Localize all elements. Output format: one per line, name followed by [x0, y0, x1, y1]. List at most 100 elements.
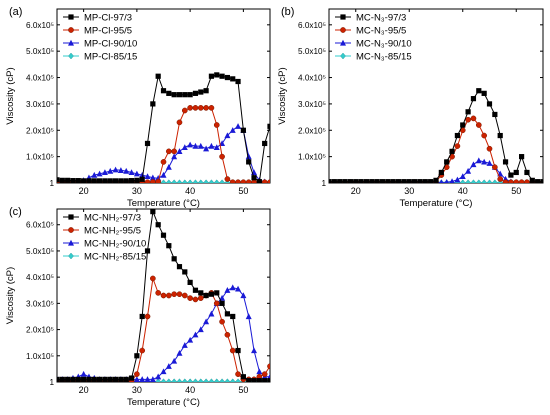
x-tick-label: 30	[404, 186, 414, 196]
data-point	[91, 178, 97, 183]
data-point	[171, 179, 178, 183]
data-point	[203, 292, 209, 299]
data-point	[267, 123, 270, 129]
data-point	[176, 119, 183, 126]
data-point	[107, 167, 114, 174]
data-point	[176, 179, 183, 183]
data-point	[439, 179, 444, 183]
data-point	[331, 179, 337, 183]
data-point	[245, 313, 252, 320]
data-point	[165, 378, 172, 382]
x-tick-label: 30	[132, 385, 142, 395]
data-point	[492, 164, 498, 171]
data-point	[91, 171, 98, 178]
data-point	[245, 153, 252, 160]
data-point	[508, 179, 514, 183]
data-point	[128, 375, 135, 381]
series-line-1	[329, 90, 543, 183]
data-point	[123, 376, 129, 382]
data-point	[192, 105, 199, 111]
chart-panel-c: (c) 1 1.0x10⁵ 2.0x10⁵ 3.0x10⁵ 4.0x10⁵ 5.0x10⁵ 6…	[5, 206, 271, 408]
data-point	[465, 167, 472, 174]
data-point	[337, 179, 343, 183]
data-point	[224, 176, 231, 182]
data-point	[171, 256, 177, 262]
data-point	[187, 378, 193, 382]
data-point	[267, 179, 270, 183]
data-point	[524, 169, 530, 176]
data-point	[80, 370, 87, 377]
data-point	[176, 291, 183, 298]
data-point	[213, 179, 220, 183]
data-point	[123, 167, 130, 174]
legend-entry: MC-N₃-95/5	[356, 26, 406, 37]
y-tick-label: 1	[321, 179, 326, 188]
data-point	[107, 376, 113, 382]
data-point	[182, 269, 188, 275]
data-point	[251, 175, 257, 181]
y-tick-label: 1.0x10⁵	[26, 153, 54, 162]
data-point	[70, 178, 76, 183]
data-point	[192, 378, 199, 382]
data-point	[197, 295, 204, 301]
data-point	[197, 378, 204, 382]
data-point	[524, 179, 530, 183]
data-point	[139, 313, 145, 320]
data-point	[475, 157, 482, 164]
data-point	[208, 310, 215, 317]
data-point	[160, 179, 167, 183]
legend-marker	[340, 39, 346, 46]
data-point	[235, 371, 241, 377]
data-point	[251, 179, 257, 183]
data-point	[230, 313, 236, 320]
legend-marker	[68, 39, 74, 46]
data-point	[117, 167, 124, 173]
y-axis-label: Viscosity (cP)	[5, 67, 16, 124]
data-point	[229, 347, 236, 354]
data-point	[240, 127, 246, 133]
data-point	[203, 88, 209, 94]
chart-panel-b: (b) 1 1.0x10⁵ 2.0x10⁵ 3.0x10⁵ 4.0x10⁵ 5.0x10⁵ 6…	[277, 6, 544, 209]
data-point	[181, 342, 188, 348]
data-point	[235, 347, 241, 354]
data-point	[470, 96, 477, 102]
data-point	[192, 179, 199, 183]
legend-entry: MC-N₃-97/3	[356, 13, 406, 24]
data-point	[519, 154, 525, 160]
data-point	[133, 376, 140, 382]
data-point	[150, 101, 156, 107]
data-point	[144, 140, 151, 147]
data-point	[235, 123, 242, 129]
data-point	[118, 376, 124, 382]
data-point	[417, 179, 423, 183]
data-point	[454, 143, 461, 149]
data-point	[508, 172, 514, 178]
data-point	[502, 179, 509, 183]
data-point	[470, 161, 477, 168]
data-point	[433, 177, 439, 183]
y-tick-label: 6.0x10⁵	[298, 21, 326, 30]
data-point	[502, 159, 509, 165]
data-point	[256, 368, 263, 375]
data-point	[529, 177, 535, 183]
data-point	[374, 179, 380, 183]
data-point	[214, 72, 220, 78]
legend-marker	[68, 227, 74, 233]
chart-panel-a: (a) 1 1.0x10⁵ 2.0x10⁵ 3.0x10⁵ 4.0x10⁵ 5.0x10⁵ 6…	[5, 6, 271, 209]
legend-entry: MC-N₃-90/10	[356, 39, 412, 50]
data-point	[329, 179, 332, 183]
data-point	[176, 148, 183, 154]
data-point	[192, 296, 199, 303]
y-axis-label: Viscosity (cP)	[277, 67, 288, 124]
data-point	[449, 148, 455, 154]
legend-marker	[68, 27, 74, 33]
y-tick-label: 5.0x10⁵	[26, 47, 54, 56]
data-point	[251, 378, 257, 382]
data-point	[535, 179, 541, 183]
data-point	[139, 376, 146, 382]
data-point	[385, 179, 391, 183]
data-point	[81, 178, 87, 183]
panel-label: (b)	[281, 6, 294, 18]
data-point	[118, 178, 124, 183]
data-point	[171, 153, 178, 160]
